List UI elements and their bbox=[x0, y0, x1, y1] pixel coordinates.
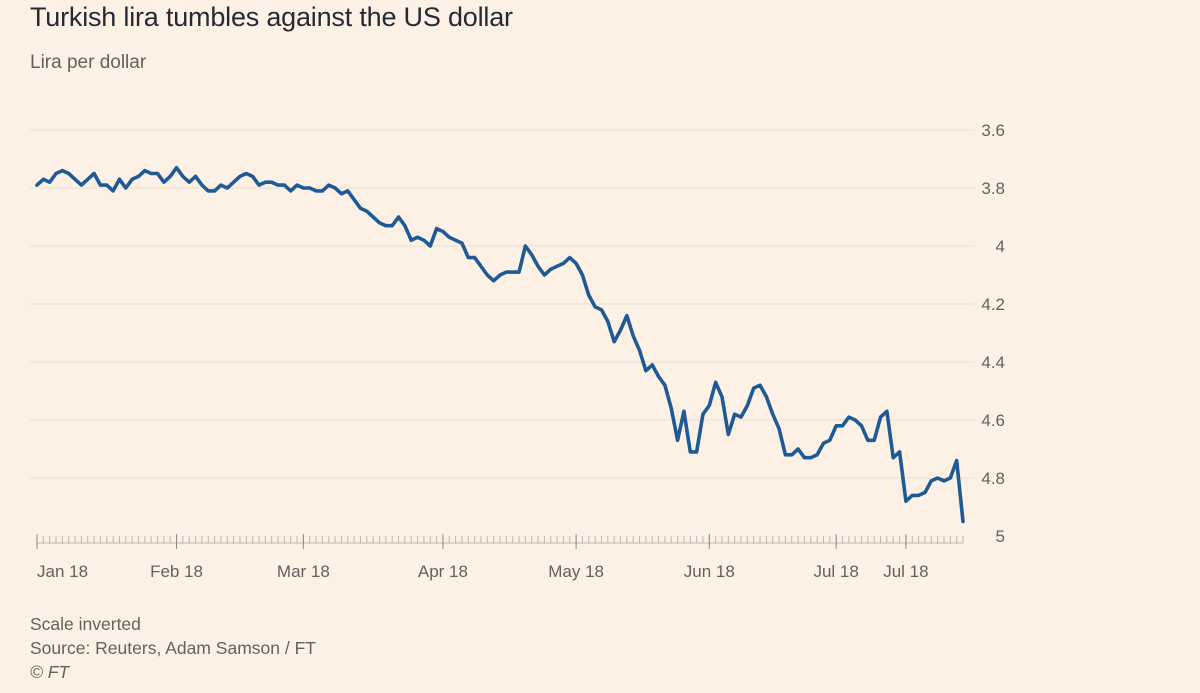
x-tick-label: Jul 18 bbox=[813, 562, 858, 581]
gridlines bbox=[30, 129, 975, 479]
x-axis-labels: Jan 18 Feb 18 Mar 18 Apr 18 May 18 Jun 18 Jul … bbox=[37, 562, 929, 581]
x-tick-label: Mar 18 bbox=[277, 562, 330, 581]
x-axis bbox=[36, 534, 964, 549]
scale-note: Scale inverted bbox=[30, 614, 141, 634]
y-tick-label: 4.4 bbox=[981, 353, 1005, 372]
series-line-lira-per-dollar bbox=[35, 165, 965, 524]
series-group bbox=[35, 165, 965, 524]
chart-subtitle: Lira per dollar bbox=[30, 52, 147, 73]
x-tick-label: Jul 18 bbox=[883, 562, 928, 581]
y-axis-labels: 3.6 3.8 4 4.2 4.4 4.6 4.8 5 bbox=[981, 121, 1005, 546]
x-tick-label: Jan 18 bbox=[37, 562, 88, 581]
line-chart: 3.6 3.8 4 4.2 4.4 4.6 4.8 5 Jan 18 Feb 18 Mar 18 A… bbox=[30, 121, 1005, 581]
y-tick-label: 5 bbox=[996, 527, 1005, 546]
y-tick-label: 4 bbox=[996, 237, 1005, 256]
x-tick-label: Apr 18 bbox=[418, 562, 468, 581]
y-tick-label: 3.8 bbox=[981, 179, 1005, 198]
y-tick-label: 4.2 bbox=[981, 295, 1005, 314]
chart-title: Turkish lira tumbles against the US doll… bbox=[30, 2, 513, 32]
source-credit: Source: Reuters, Adam Samson / FT bbox=[30, 638, 316, 658]
y-tick-label: 4.6 bbox=[981, 411, 1005, 430]
x-tick-label: Feb 18 bbox=[150, 562, 203, 581]
x-tick-label: Jun 18 bbox=[684, 562, 735, 581]
y-tick-label: 3.6 bbox=[981, 121, 1005, 140]
y-tick-label: 4.8 bbox=[981, 469, 1005, 488]
copyright: © FT bbox=[30, 662, 70, 682]
x-tick-label: May 18 bbox=[548, 562, 604, 581]
